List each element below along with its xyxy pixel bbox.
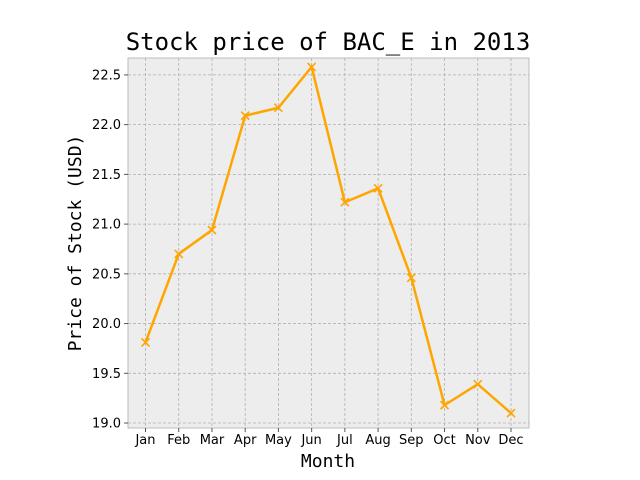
- axis-ticks: Jan Feb Mar Apr May Jun Jul Aug Sep Oct Nov Dec 19.0…: [92, 68, 524, 448]
- data-point: [207, 225, 217, 235]
- x-tick-label: Mar: [200, 433, 225, 448]
- y-tick-label: 22.0: [92, 118, 121, 133]
- marker-stroke: [473, 379, 483, 389]
- marker-stroke: [506, 408, 516, 418]
- y-tick-label: 20.5: [92, 267, 121, 282]
- data-point: [174, 249, 184, 259]
- marker-stroke: [240, 111, 250, 121]
- series-line: [144, 65, 512, 415]
- x-tick-label: Nov: [465, 433, 491, 448]
- data-point: [473, 379, 483, 389]
- data-point: [373, 183, 383, 193]
- x-tick-label: Sep: [399, 433, 424, 448]
- y-tick-label: 19.0: [92, 417, 121, 432]
- marker-stroke: [273, 103, 283, 113]
- marker-stroke: [439, 400, 450, 410]
- x-tick-label: Jul: [336, 433, 353, 448]
- x-tick-label: Feb: [167, 433, 190, 448]
- x-tick-label: Jun: [300, 433, 321, 448]
- marker-stroke: [207, 225, 217, 235]
- data-point: [406, 273, 416, 283]
- marker-stroke: [340, 197, 350, 207]
- x-axis-label: Month: [301, 451, 355, 472]
- marker-stroke: [373, 183, 383, 193]
- marker-stroke: [174, 249, 184, 259]
- x-tick-label: Jan: [134, 433, 155, 448]
- data-point: [506, 408, 516, 418]
- data-point: [340, 197, 350, 207]
- x-tick-label: Oct: [433, 433, 455, 448]
- y-tick-label: 20.0: [92, 317, 121, 332]
- chart-title: Stock price of BAC_E in 2013: [126, 28, 531, 56]
- x-tick-label: Dec: [498, 433, 523, 448]
- y-tick-label: 19.5: [92, 367, 121, 382]
- data-point: [240, 111, 250, 121]
- x-tick-label: Aug: [365, 433, 390, 448]
- y-tick-label: 22.5: [92, 68, 121, 83]
- data-point: [273, 103, 283, 113]
- data-point: [307, 62, 317, 72]
- data-point: [439, 400, 450, 410]
- marker-stroke: [406, 273, 416, 283]
- y-tick-label: 21.0: [92, 218, 121, 233]
- y-tick-label: 21.5: [92, 168, 121, 183]
- series-layer: [140, 62, 516, 418]
- y-axis-label: Price of Stock (USD): [65, 135, 86, 352]
- marker-stroke: [307, 62, 317, 72]
- x-tick-label: Apr: [234, 433, 257, 448]
- plot-area: [127, 57, 530, 429]
- data-point: [140, 337, 151, 348]
- x-tick-label: May: [265, 433, 292, 448]
- marker-stroke: [140, 337, 151, 348]
